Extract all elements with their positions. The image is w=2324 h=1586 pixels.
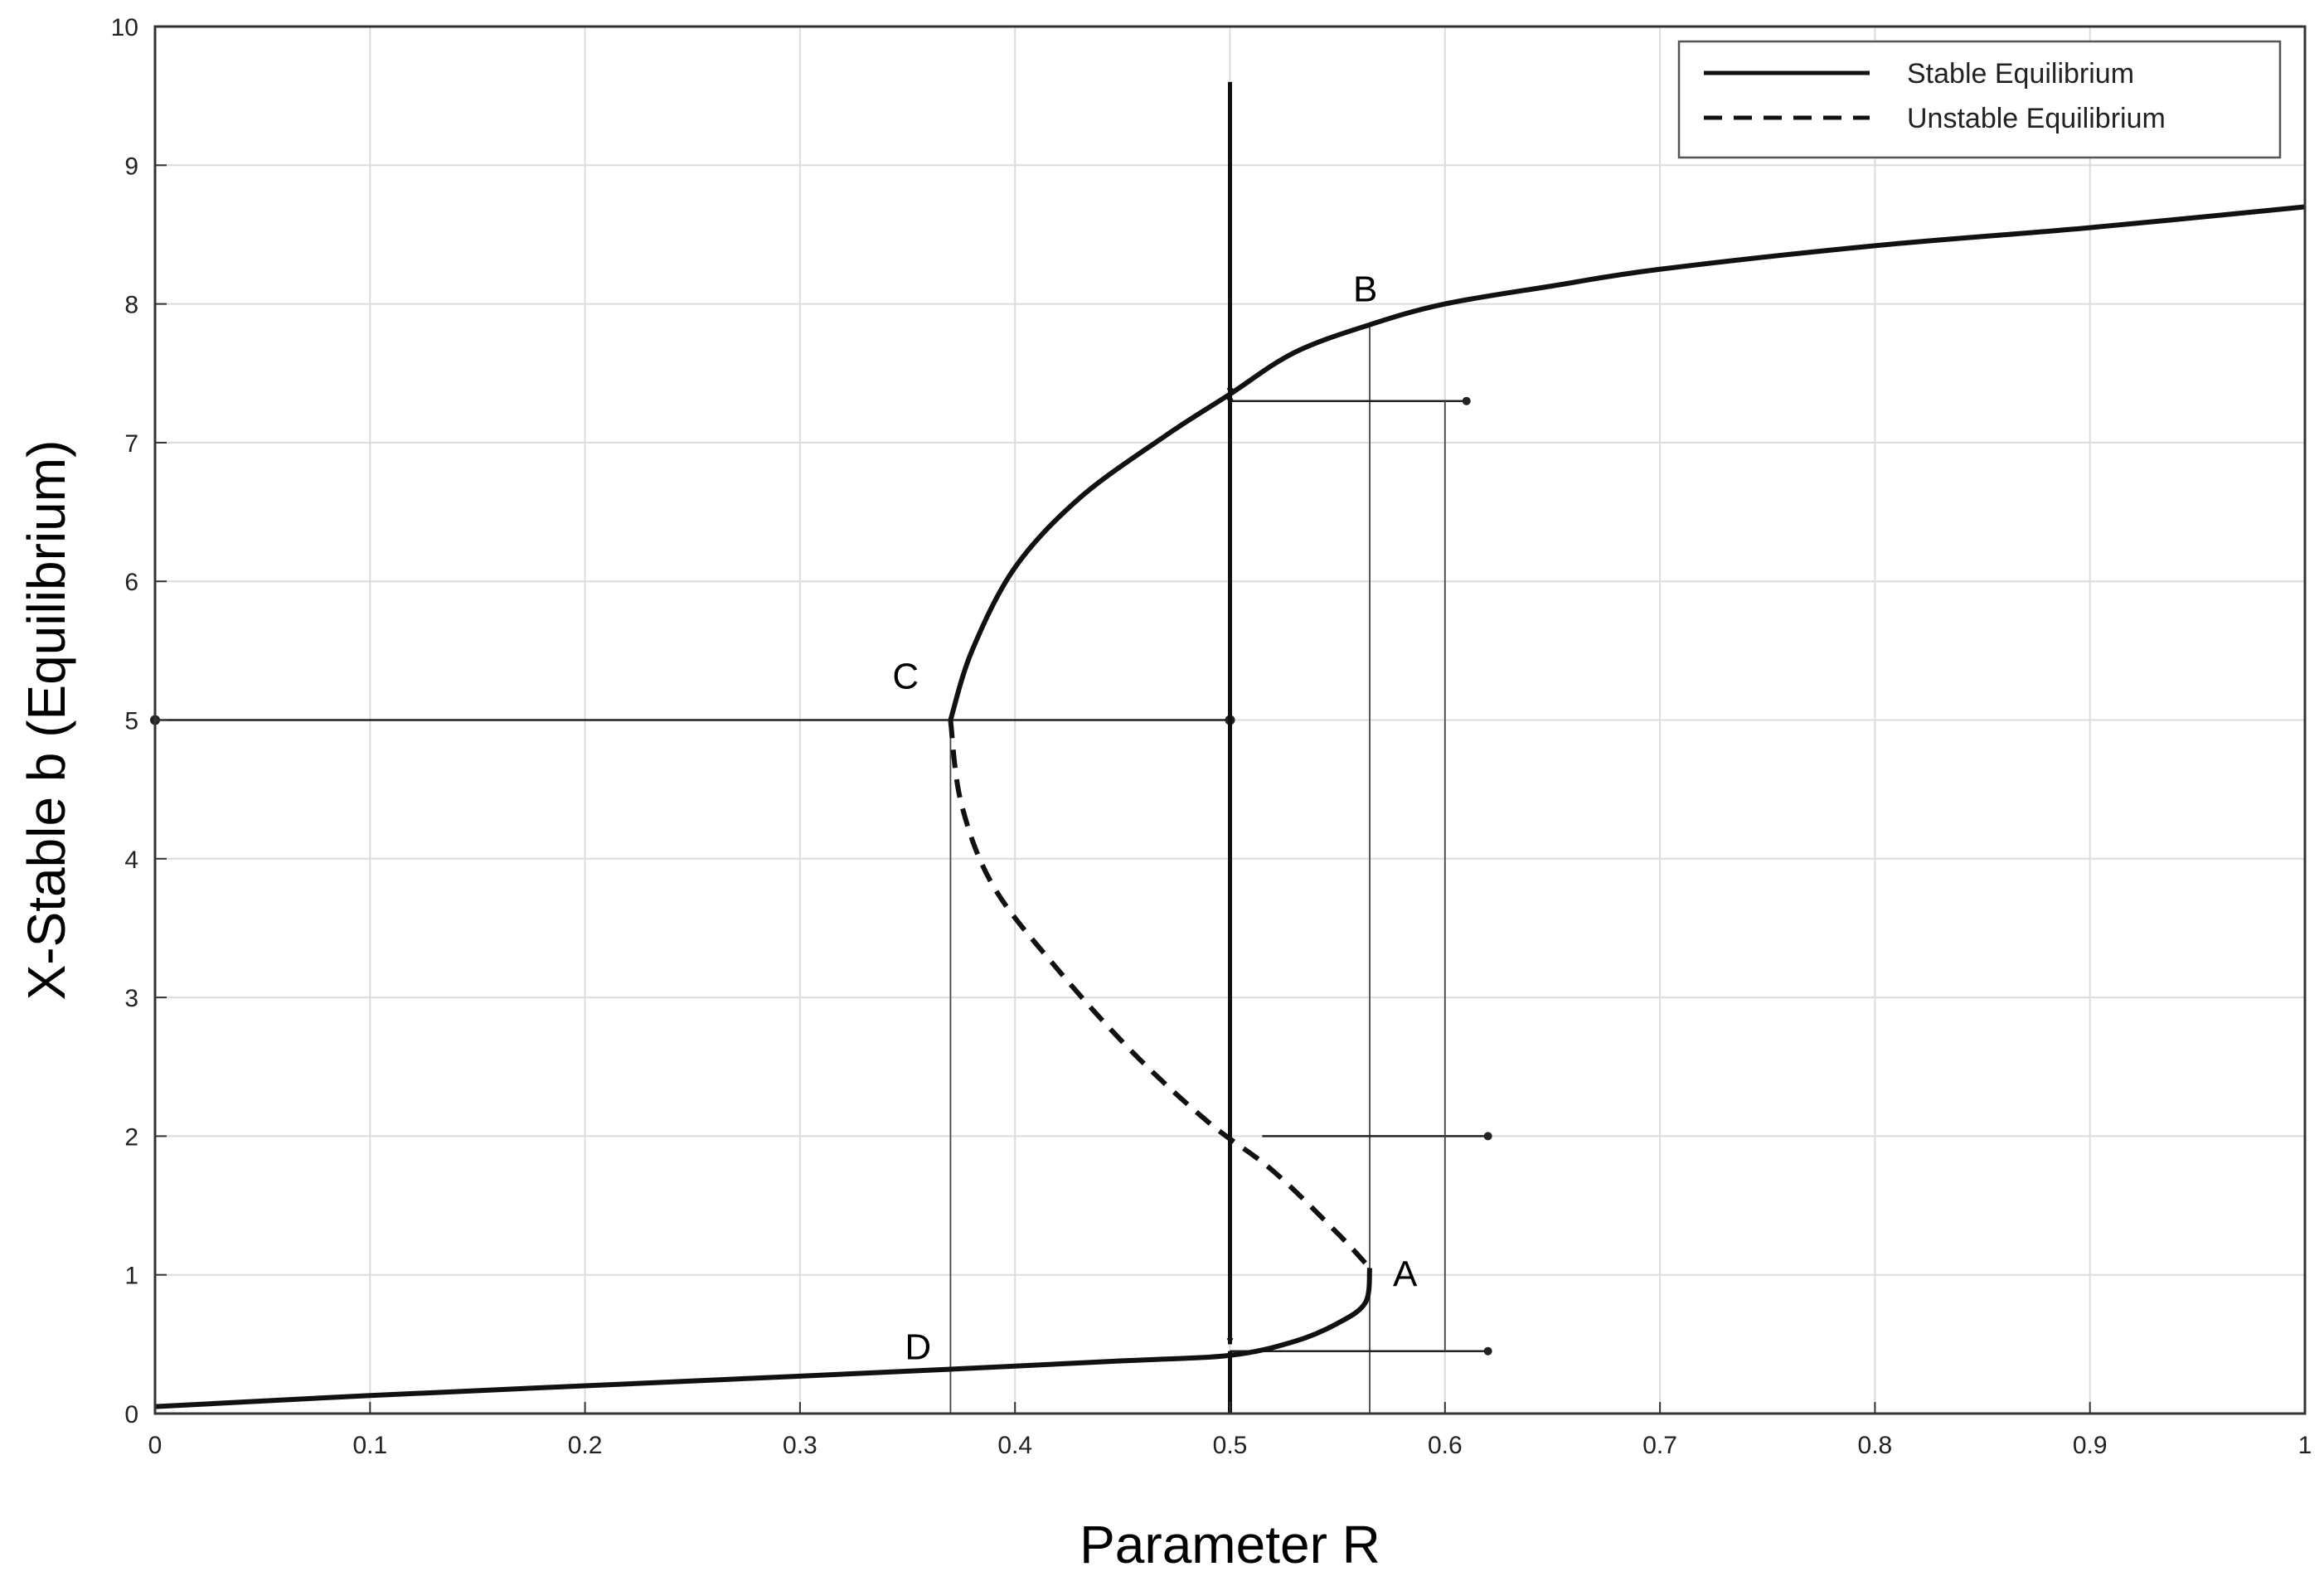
x-tick-label: 1 [2298, 1432, 2312, 1459]
x-tick-label: 0.7 [1642, 1432, 1677, 1459]
x-tick-label: 0.1 [352, 1432, 387, 1459]
reference-dot [1483, 1132, 1492, 1141]
y-axis-title: X-Stable b (Equilibrium) [17, 440, 76, 1001]
x-tick-label: 0.3 [783, 1432, 818, 1459]
series-line-lower [154, 1267, 1373, 1409]
x-tick-label: 0.6 [1428, 1432, 1463, 1459]
x-tick-label: 0 [148, 1432, 163, 1459]
y-tick-label: 3 [124, 985, 138, 1012]
y-tick-label: 2 [124, 1123, 138, 1151]
y-tick-label: 7 [124, 430, 138, 458]
series-lines [154, 204, 2306, 1409]
legend-box [1677, 40, 2282, 159]
point-label-c: C [892, 657, 919, 697]
x-tick-label: 0.4 [997, 1432, 1032, 1459]
tick-labels: 0 0.1 0.2 0.3 0.4 0.5 0.6 0.7 0.8 0.9 101234567891… [111, 14, 2312, 1459]
x-tick-label: 0.8 [1858, 1432, 1893, 1459]
legend-label: Unstable Equilibrium [1907, 103, 2166, 134]
y-tick-label: 1 [124, 1263, 138, 1290]
y-tick-label: 6 [124, 569, 138, 596]
x-axis-title: Parameter R [1080, 1515, 1380, 1574]
point-label-d: D [905, 1327, 931, 1367]
reference-dot [1462, 396, 1471, 405]
y-tick-label: 8 [124, 292, 138, 319]
reference-dot [1483, 1346, 1492, 1356]
point-labels: A B C D [892, 269, 1418, 1368]
y-tick-label: 9 [124, 153, 138, 180]
y-tick-label: 5 [124, 708, 138, 735]
x-tick-label: 0.5 [1213, 1432, 1248, 1459]
x-tick-label: 0.9 [2073, 1432, 2108, 1459]
y-tick-label: 4 [124, 846, 138, 874]
point-label-b: B [1353, 269, 1377, 310]
point-label-a: A [1393, 1254, 1418, 1294]
legend-label: Stable Equilibrium [1907, 58, 2134, 90]
legend: Stable Equilibrium Unstable Equilibrium [1677, 40, 2282, 159]
y-tick-label: 0 [124, 1401, 138, 1428]
y-tick-label: 10 [111, 14, 138, 41]
series-line-upper [948, 204, 2306, 721]
x-tick-label: 0.2 [568, 1432, 603, 1459]
